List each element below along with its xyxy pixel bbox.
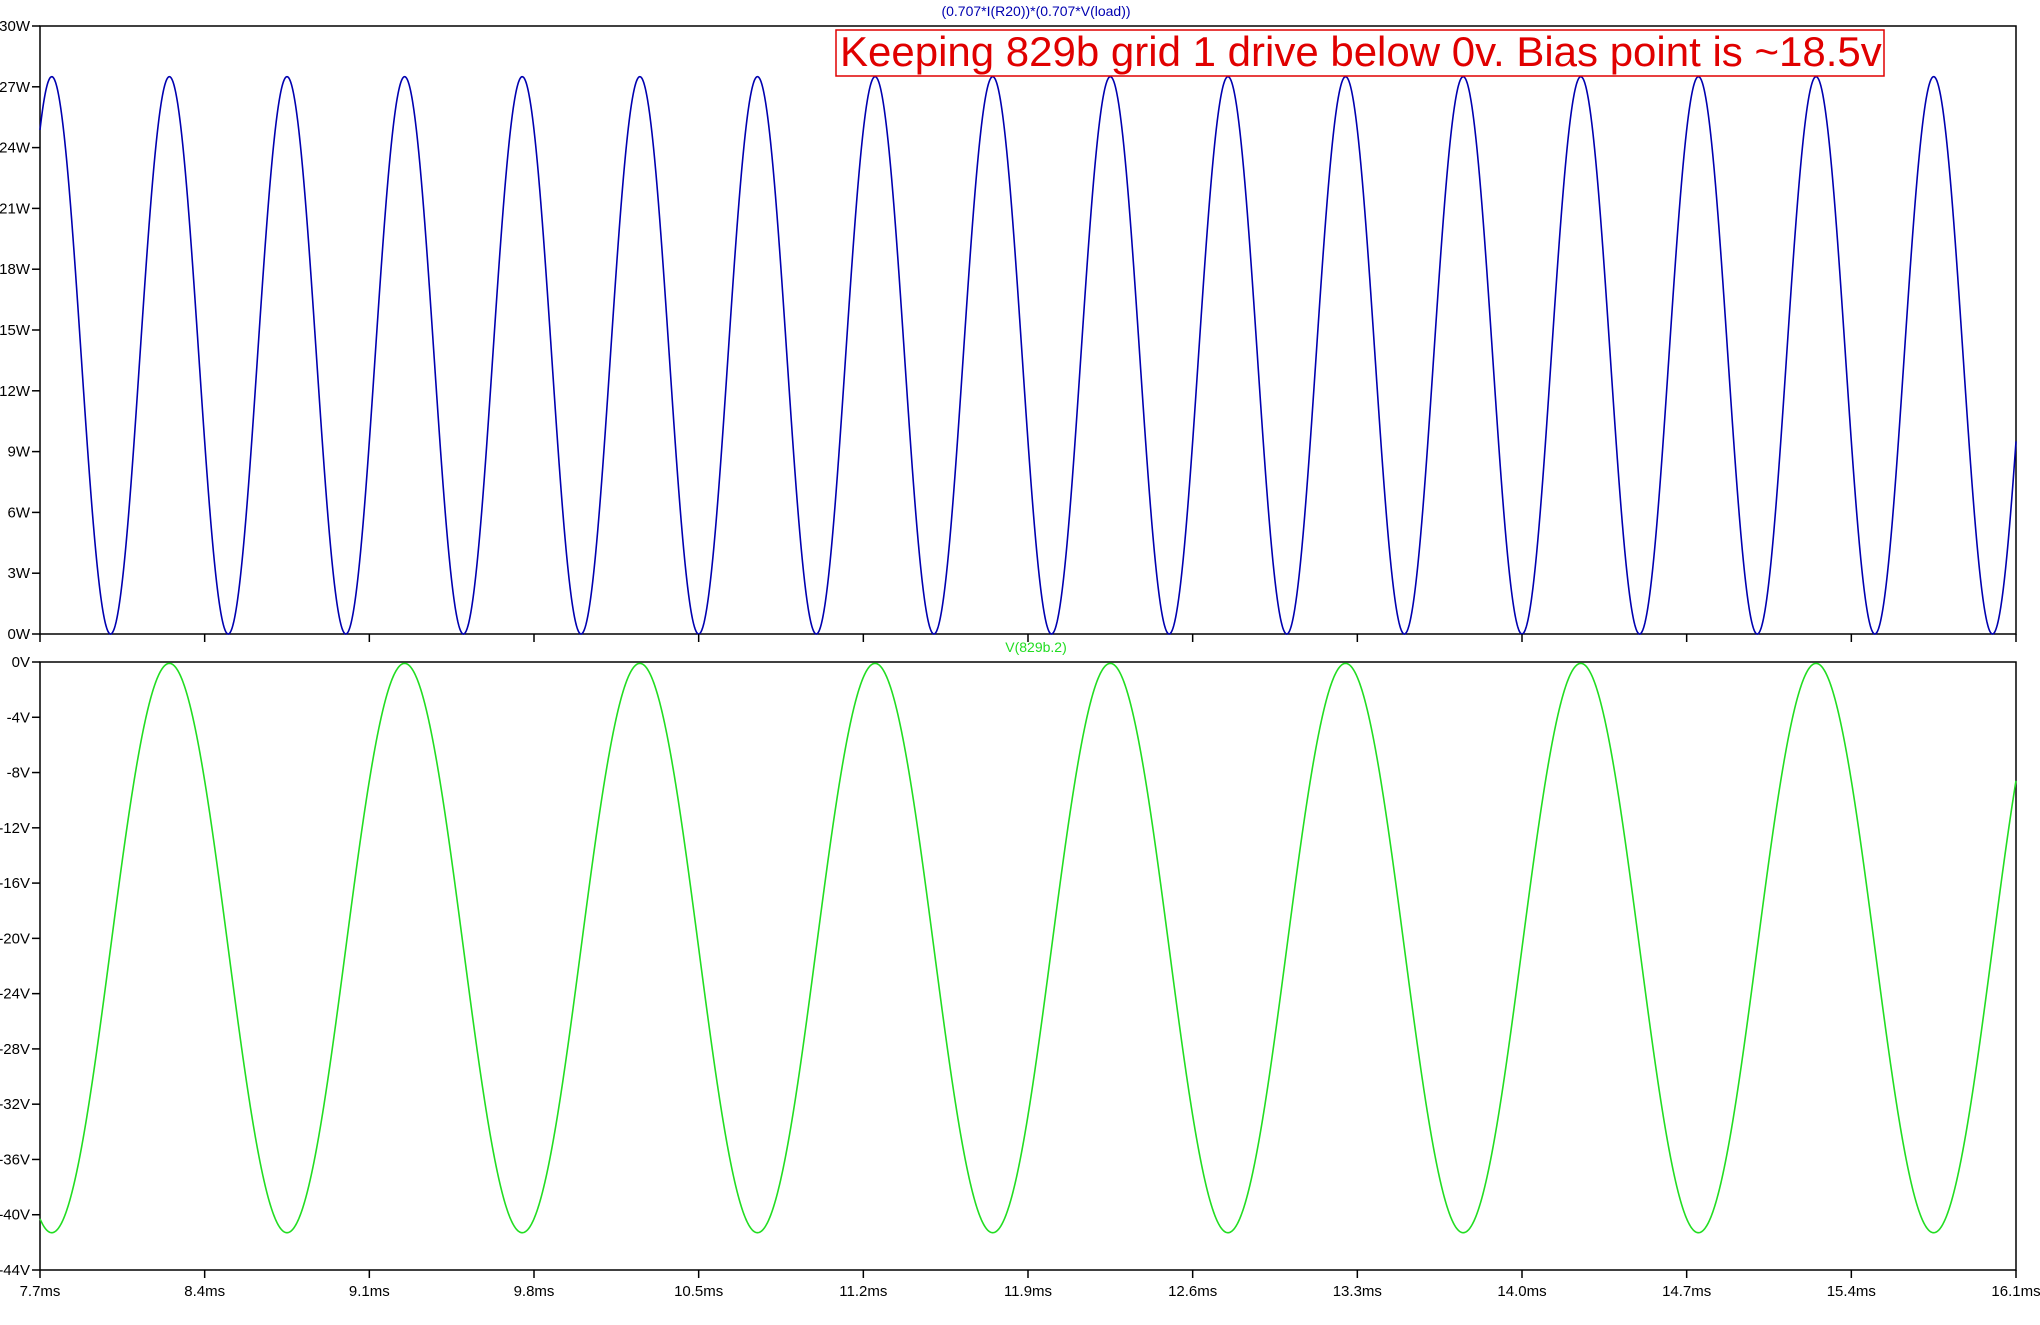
annotation-text: Keeping 829b grid 1 drive below 0v. Bias… (840, 28, 1882, 75)
trace-title-power[interactable]: (0.707*I(R20))*(0.707*V(load)) (941, 3, 1130, 19)
y-axis-grid-voltage: 0V -4V -8V -12V -16V -20V -24V -28V -32V -36V -40V… (0, 654, 40, 1279)
y-voltage-tick-label: -44V (0, 1262, 30, 1279)
pane-power-frame (39, 25, 2017, 635)
y-voltage-tick-label: 0V (12, 654, 30, 671)
y-power-tick-label: 12W (0, 383, 31, 400)
y-voltage-tick-label: -16V (0, 875, 30, 892)
y-power-tick-label: 6W (8, 504, 31, 521)
x-tick-label: 14.7ms (1662, 1283, 1711, 1300)
y-power-tick-label: 27W (0, 79, 31, 96)
x-tick-label: 16.1ms (1991, 1283, 2040, 1300)
pane-power[interactable]: (0.707*I(R20))*(0.707*V(load)) 0W 3W 6W 9W 1… (0, 3, 2017, 643)
annotation[interactable]: Keeping 829b grid 1 drive below 0v. Bias… (835, 28, 1885, 77)
x-tick-label: 9.1ms (349, 1283, 390, 1300)
y-power-tick-label: 9W (8, 444, 31, 461)
trace-power (39, 75, 2017, 635)
x-tick-label: 14.0ms (1497, 1283, 1546, 1300)
y-power-tick-label: 21W (0, 200, 31, 217)
y-power-tick-label: 24W (0, 140, 31, 157)
y-power-tick-label: 0W (8, 626, 31, 643)
y-voltage-tick-label: -32V (0, 1096, 30, 1113)
y-voltage-tick-label: -12V (0, 820, 30, 837)
x-tick-label: 9.8ms (514, 1283, 555, 1300)
x-tick-label: 11.2ms (839, 1283, 887, 1300)
y-power-tick-label: 30W (0, 18, 31, 35)
y-voltage-tick-label: -36V (0, 1151, 30, 1168)
x-tick-label: 8.4ms (184, 1283, 225, 1300)
x-tick-label: 12.6ms (1168, 1283, 1217, 1300)
x-tick-label: 15.4ms (1827, 1283, 1876, 1300)
pane-grid-voltage-frame (39, 661, 2017, 1271)
x-axis-time: 7.7ms 8.4ms 9.1ms 9.8ms 10.5ms 11.2ms 11.9ms 12… (20, 634, 2040, 1300)
x-tick-label: 7.7ms (20, 1283, 61, 1300)
y-voltage-tick-label: -20V (0, 930, 30, 947)
trace-grid-voltage (39, 662, 2017, 1234)
annotation-box (835, 29, 1885, 77)
y-power-tick-label: 15W (0, 322, 31, 339)
y-voltage-tick-label: -40V (0, 1207, 30, 1224)
y-voltage-tick-label: -8V (7, 765, 30, 782)
y-axis-power: 0W 3W 6W 9W 12W 15W 18W 21W 24W 27W 30W (0, 18, 40, 643)
trace-title-grid-voltage[interactable]: V(829b.2) (1005, 639, 1066, 655)
x-tick-label: 13.3ms (1333, 1283, 1382, 1300)
y-power-tick-label: 18W (0, 261, 31, 278)
y-voltage-tick-label: -4V (7, 709, 30, 726)
x-tick-label: 11.9ms (1004, 1283, 1052, 1300)
y-power-tick-label: 3W (8, 565, 31, 582)
y-voltage-tick-label: -28V (0, 1041, 30, 1058)
pane-grid-voltage[interactable]: V(829b.2) 0V -4V -8V -12V -16V -20V -24V -28V -3… (0, 634, 2040, 1300)
x-tick-label: 10.5ms (674, 1283, 723, 1300)
y-voltage-tick-label: -24V (0, 986, 30, 1003)
